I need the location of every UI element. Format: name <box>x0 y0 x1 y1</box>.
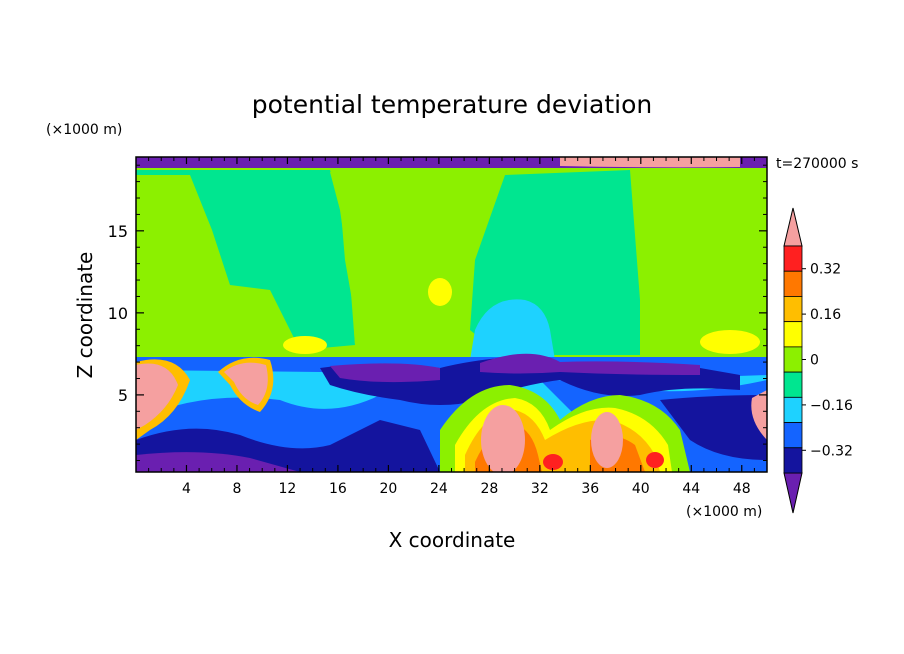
field-lower-purple <box>136 452 300 472</box>
x-tick-label: 24 <box>430 481 448 497</box>
colorbar-tick-label: −0.32 <box>810 443 853 459</box>
chart-title: potential temperature deviation <box>252 90 652 119</box>
field-hot-red-1 <box>543 454 563 470</box>
contour-field <box>136 157 767 472</box>
colorbar-tick-label: 0 <box>810 353 819 369</box>
field-left-pink <box>136 363 178 430</box>
colorbar-tick-label: 0.32 <box>810 262 841 278</box>
colorbar-tick-label: −0.16 <box>810 398 853 414</box>
field-lower-navy2 <box>660 395 767 460</box>
colorbar-swatch <box>783 346 803 373</box>
x-tick-label: 8 <box>232 481 241 497</box>
colorbar-tick-label: 0.16 <box>810 307 841 323</box>
time-label: t=270000 s <box>776 156 858 172</box>
y-tick-label: 15 <box>108 222 128 241</box>
field-cyan-plume <box>470 299 555 360</box>
colorbar-swatch <box>783 296 803 323</box>
colorbar-swatch <box>783 321 803 348</box>
x-unit-label: (×1000 m) <box>686 504 762 520</box>
field-top-band <box>136 157 767 168</box>
field-hot-pink-2 <box>591 412 623 468</box>
x-tick-label: 48 <box>733 481 751 497</box>
x-tick-label: 32 <box>531 481 549 497</box>
field-hot-pink-1 <box>481 405 525 472</box>
field-yellow-blob-2 <box>283 336 327 354</box>
x-axis-label: X coordinate <box>389 528 516 552</box>
y-unit-label: (×1000 m) <box>46 122 122 138</box>
field-plume-left <box>136 170 355 350</box>
x-tick-label: 12 <box>279 481 297 497</box>
x-tick-label: 28 <box>480 481 498 497</box>
y-tick-label: 5 <box>118 386 128 405</box>
x-tick-label: 16 <box>329 481 347 497</box>
field-left-pink2 <box>224 362 268 405</box>
field-plume-left2 <box>330 169 475 355</box>
field-top-pink <box>560 157 740 168</box>
x-tick-label: 44 <box>682 481 700 497</box>
field-inversion-purple <box>330 353 700 383</box>
field-yellow-blob-3 <box>700 330 760 354</box>
colorbar-swatch <box>783 396 803 423</box>
x-tick-label: 4 <box>182 481 191 497</box>
colorbar-swatch <box>783 371 803 398</box>
y-axis-label: Z coordinate <box>73 252 97 379</box>
y-axis-ticks: 5 10 15 <box>108 164 767 462</box>
x-tick-label: 40 <box>632 481 650 497</box>
y-tick-label: 10 <box>108 304 128 323</box>
colorbar-swatch <box>783 447 803 474</box>
x-tick-label: 20 <box>379 481 397 497</box>
colorbar-top-arrow <box>783 207 803 247</box>
field-hot-red-2 <box>646 452 664 468</box>
x-axis-ticks: 4 8 12 16 20 24 28 32 36 40 44 48 <box>148 157 755 497</box>
field-yellow-blob-1 <box>428 278 452 306</box>
x-tick-label: 36 <box>581 481 599 497</box>
colorbar-swatch <box>783 422 803 449</box>
colorbar-bottom-arrow <box>783 472 803 514</box>
colorbar-swatch <box>783 270 803 297</box>
colorbar: 0.32 0.16 0 −0.16 −0.32 <box>783 207 853 514</box>
colorbar-swatch <box>783 245 803 272</box>
